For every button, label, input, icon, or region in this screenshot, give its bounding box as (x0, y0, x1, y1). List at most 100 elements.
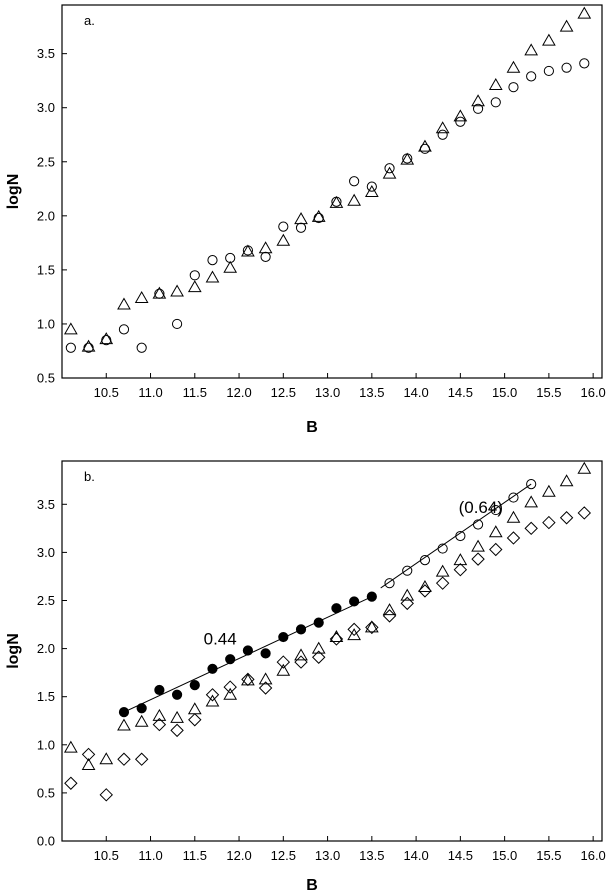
filled-circle-point (154, 684, 165, 696)
filled-circle-point (349, 596, 360, 607)
y-tick-label: 2.5 (37, 593, 55, 608)
triangle-point (329, 195, 344, 208)
filled-circle-point (295, 624, 307, 635)
triangle-point (542, 33, 556, 46)
triangle-point (99, 752, 114, 765)
diamond-point (559, 511, 574, 525)
diamond-point (312, 650, 326, 664)
triangle-point (223, 687, 238, 700)
x-tick-label: 13.5 (359, 848, 384, 863)
panel-label: a. (84, 13, 95, 28)
triangle-point (418, 139, 432, 152)
diamond-point (117, 752, 131, 766)
triangle-point (311, 209, 326, 222)
circle-point (225, 252, 236, 264)
panel-label: b. (84, 469, 95, 484)
circle-point (83, 342, 94, 353)
filled-circle-point (207, 663, 218, 674)
triangle-point (258, 672, 273, 685)
x-tick-label: 10.5 (94, 848, 119, 863)
x-tick-label: 11.5 (183, 385, 207, 400)
open-circle-point (437, 543, 448, 554)
triangle-point (435, 564, 450, 577)
triangle-point (187, 702, 202, 715)
diamond-point (382, 609, 397, 623)
chart-panel-b: 10.5 11.0 11.5 12.0 12.5 13.0 13.5 14.0 14.5 15.0… (5, 460, 606, 894)
triangle-point (170, 710, 184, 723)
triangle-point (347, 193, 361, 206)
open-circle-point (384, 578, 395, 589)
triangle-point (117, 297, 131, 310)
x-tick-label: 16.0 (580, 848, 605, 863)
filled-circle-point (366, 591, 377, 602)
x-tick-label: 14.5 (448, 385, 473, 400)
chart-panel-a: 10.5 11.0 11.5 12.0 12.5 13.0 13.5 14.0 14.5 15.0… (5, 4, 606, 436)
circle-point (171, 318, 183, 330)
triangle-point (223, 260, 238, 273)
y-tick-label: 3.0 (37, 100, 55, 115)
y-tick-label: 1.5 (37, 262, 55, 277)
diamond-point (258, 681, 273, 695)
triangle-point (63, 322, 78, 335)
x-axis-title: B (306, 419, 318, 436)
x-tick-label: 13.0 (315, 848, 340, 863)
circle-point (295, 222, 307, 233)
triangle-point (276, 663, 291, 676)
y-tick-label: 2.5 (37, 154, 55, 169)
triangle-point (400, 152, 415, 165)
circle-point (189, 270, 200, 281)
diamond-point (577, 506, 592, 520)
open-circle-point (490, 504, 501, 516)
x-tick-label: 11.0 (138, 385, 162, 400)
y-axis-title: logN (5, 633, 22, 669)
y-tick-label: 1.0 (37, 316, 55, 331)
triangle-point (524, 43, 539, 56)
x-tick-label: 14.5 (448, 848, 473, 863)
triangle-point (294, 648, 308, 661)
y-tick-label: 1.0 (37, 737, 55, 752)
diamond-point (99, 788, 113, 802)
circle-point (384, 163, 395, 174)
circle-point (472, 103, 484, 114)
y-tick-label: 2.0 (37, 641, 55, 656)
circle-point (561, 62, 572, 73)
filled-circle-point (260, 648, 271, 659)
diamond-point (365, 620, 379, 635)
triangle-point (205, 694, 220, 707)
open-circle-point (419, 554, 431, 566)
circle-point (242, 245, 254, 256)
open-circle-point (455, 530, 466, 542)
triangle-point (205, 270, 220, 283)
triangle-point (435, 121, 450, 134)
triangle-point (134, 714, 149, 727)
triangle-point (471, 94, 485, 107)
triangle-point (506, 510, 521, 523)
circle-point (154, 288, 165, 299)
circle-point (101, 335, 112, 346)
diamond-point (223, 680, 237, 694)
triangle-point (81, 757, 96, 770)
series-triangle (63, 6, 592, 352)
circle-point (455, 116, 466, 127)
diamond-point (400, 596, 414, 611)
diamond-point (542, 515, 556, 530)
diamond-point (418, 584, 432, 598)
diamond-point (205, 688, 220, 702)
diamond-point (471, 552, 485, 566)
y-tick-label: 3.5 (37, 46, 55, 61)
series-filled-circle (118, 591, 377, 718)
x-tick-label: 15.5 (536, 385, 561, 400)
triangle-point (311, 641, 326, 654)
x-tick-label: 11.0 (138, 848, 162, 863)
triangle-point (382, 166, 397, 179)
circle-point (437, 129, 448, 140)
triangle-point (453, 553, 468, 566)
y-axis-title: logN (5, 174, 22, 210)
triangle-point (152, 708, 167, 721)
triangle-point (63, 740, 78, 753)
triangle-point (559, 19, 574, 32)
diamond-point (453, 563, 468, 577)
x-tick-label: 15.0 (492, 385, 517, 400)
circle-point (331, 196, 342, 207)
